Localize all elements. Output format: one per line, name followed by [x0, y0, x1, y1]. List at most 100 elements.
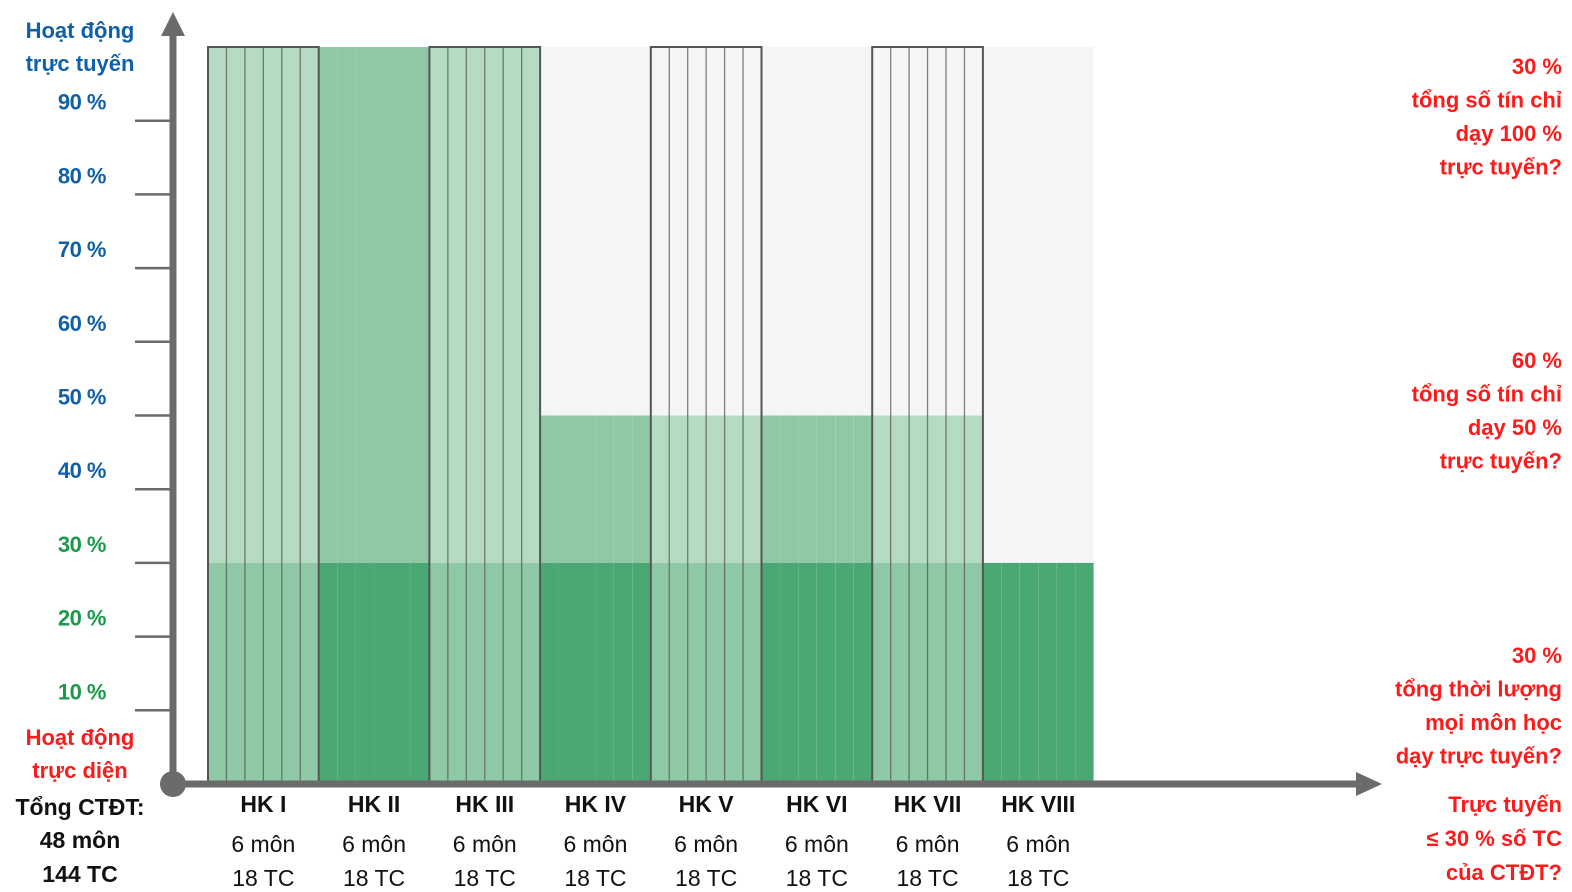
online-share-bar	[761, 562, 780, 784]
online-share-bar	[595, 562, 614, 784]
online-share-bar	[706, 562, 725, 784]
semester-label: HK III	[455, 791, 514, 817]
online-share-bar	[558, 415, 577, 563]
y-tick-label: 50 %	[58, 385, 106, 410]
y-axis-title-bottom: Hoạt động	[26, 725, 135, 750]
right-note-text: tổng số tín chỉ	[1412, 382, 1562, 407]
y-axis-title-top: Hoạt động	[26, 18, 135, 43]
online-share-bar	[392, 562, 411, 784]
online-share-bar	[410, 562, 430, 784]
semester-credits: 18 TC	[564, 865, 626, 891]
online-share-bar	[650, 562, 670, 784]
online-share-bar	[540, 562, 559, 784]
y-axis-title-top: trực tuyến	[26, 51, 135, 76]
semester-subjects: 6 môn	[674, 831, 738, 857]
origin-dot	[160, 771, 186, 797]
semester-credits: 18 TC	[1007, 865, 1069, 891]
online-share-bar	[466, 562, 485, 784]
online-share-bar	[429, 47, 448, 563]
online-share-bar	[355, 562, 375, 784]
online-share-bar	[909, 415, 928, 563]
online-share-bar	[946, 415, 965, 563]
online-share-bar	[447, 47, 467, 563]
y-tick-label: 10 %	[58, 679, 106, 704]
semester-label: HK I	[240, 791, 286, 817]
right-note-text: tổng số tín chỉ	[1412, 88, 1562, 113]
semester-credits: 18 TC	[675, 865, 737, 891]
online-share-bar	[392, 47, 411, 563]
right-note-text: dạy trực tuyến?	[1396, 744, 1562, 769]
online-share-bar	[724, 415, 744, 563]
online-share-bar	[816, 562, 836, 784]
semester-label: HK V	[679, 791, 735, 817]
online-share-bar	[244, 47, 264, 563]
y-axis-arrow	[161, 12, 185, 36]
online-share-bar	[669, 562, 688, 784]
y-tick-label: 60 %	[58, 311, 106, 336]
semester-credits: 18 TC	[786, 865, 848, 891]
online-share-bar	[244, 562, 264, 784]
online-share-bar	[835, 415, 854, 563]
online-share-bar	[226, 562, 245, 784]
y-tick-label: 70 %	[58, 237, 106, 262]
online-share-bar	[650, 415, 670, 563]
online-share-bar	[909, 562, 928, 784]
total-subjects: 48 môn	[40, 827, 121, 853]
online-share-bar	[779, 415, 799, 563]
online-share-bar	[484, 562, 504, 784]
online-share-bar	[263, 47, 282, 563]
online-share-bar	[540, 415, 559, 563]
online-share-bar	[964, 562, 983, 784]
online-share-bar	[337, 47, 356, 563]
online-share-bar	[853, 562, 873, 784]
online-share-bar	[577, 562, 596, 784]
online-share-bar	[816, 415, 836, 563]
y-tick-label: 40 %	[58, 458, 106, 483]
y-tick-label: 30 %	[58, 532, 106, 557]
online-share-bar	[374, 47, 393, 563]
online-share-bar	[337, 562, 356, 784]
online-share-bar	[503, 47, 522, 563]
online-share-bar	[374, 562, 393, 784]
right-note-text: dạy 100 %	[1456, 121, 1562, 146]
online-share-bar	[1056, 562, 1076, 784]
semester-label: HK VII	[894, 791, 962, 817]
semester-label: HK IV	[565, 791, 627, 817]
online-share-bar	[853, 415, 873, 563]
online-share-bar	[687, 415, 707, 563]
online-share-bar	[798, 415, 817, 563]
semester-credits: 18 TC	[232, 865, 294, 891]
semester-credits: 18 TC	[454, 865, 516, 891]
online-share-bar	[1038, 562, 1057, 784]
online-share-bar	[872, 562, 891, 784]
online-share-bar	[577, 415, 596, 563]
semester-subjects: 6 môn	[1006, 831, 1070, 857]
online-share-bar	[466, 47, 485, 563]
semester-label: HK II	[348, 791, 400, 817]
y-tick-label: 20 %	[58, 606, 106, 631]
semester-credits: 18 TC	[896, 865, 958, 891]
y-tick-label: 90 %	[58, 90, 106, 115]
right-note-text: tổng thời lượng	[1395, 677, 1562, 702]
online-share-bar	[687, 562, 707, 784]
online-share-bar	[982, 562, 1002, 784]
online-share-bar	[521, 562, 541, 784]
online-share-bar	[724, 562, 744, 784]
online-share-bar	[890, 562, 910, 784]
online-share-bar	[890, 415, 910, 563]
semester-subjects: 6 môn	[896, 831, 960, 857]
online-share-bar	[613, 415, 633, 563]
right-note-text: 30 %	[1512, 643, 1562, 668]
online-share-bar	[263, 562, 282, 784]
semester-label: HK VI	[786, 791, 847, 817]
online-share-bar	[281, 47, 301, 563]
online-share-bar	[706, 415, 725, 563]
semester-credits: 18 TC	[343, 865, 405, 891]
online-share-bar	[743, 415, 762, 563]
online-share-bar	[872, 415, 891, 563]
semester-subjects: 6 môn	[785, 831, 849, 857]
online-share-bar	[613, 562, 633, 784]
x-axis-note: ≤ 30 % số TC	[1426, 826, 1562, 851]
right-note-text: 30 %	[1512, 54, 1562, 79]
